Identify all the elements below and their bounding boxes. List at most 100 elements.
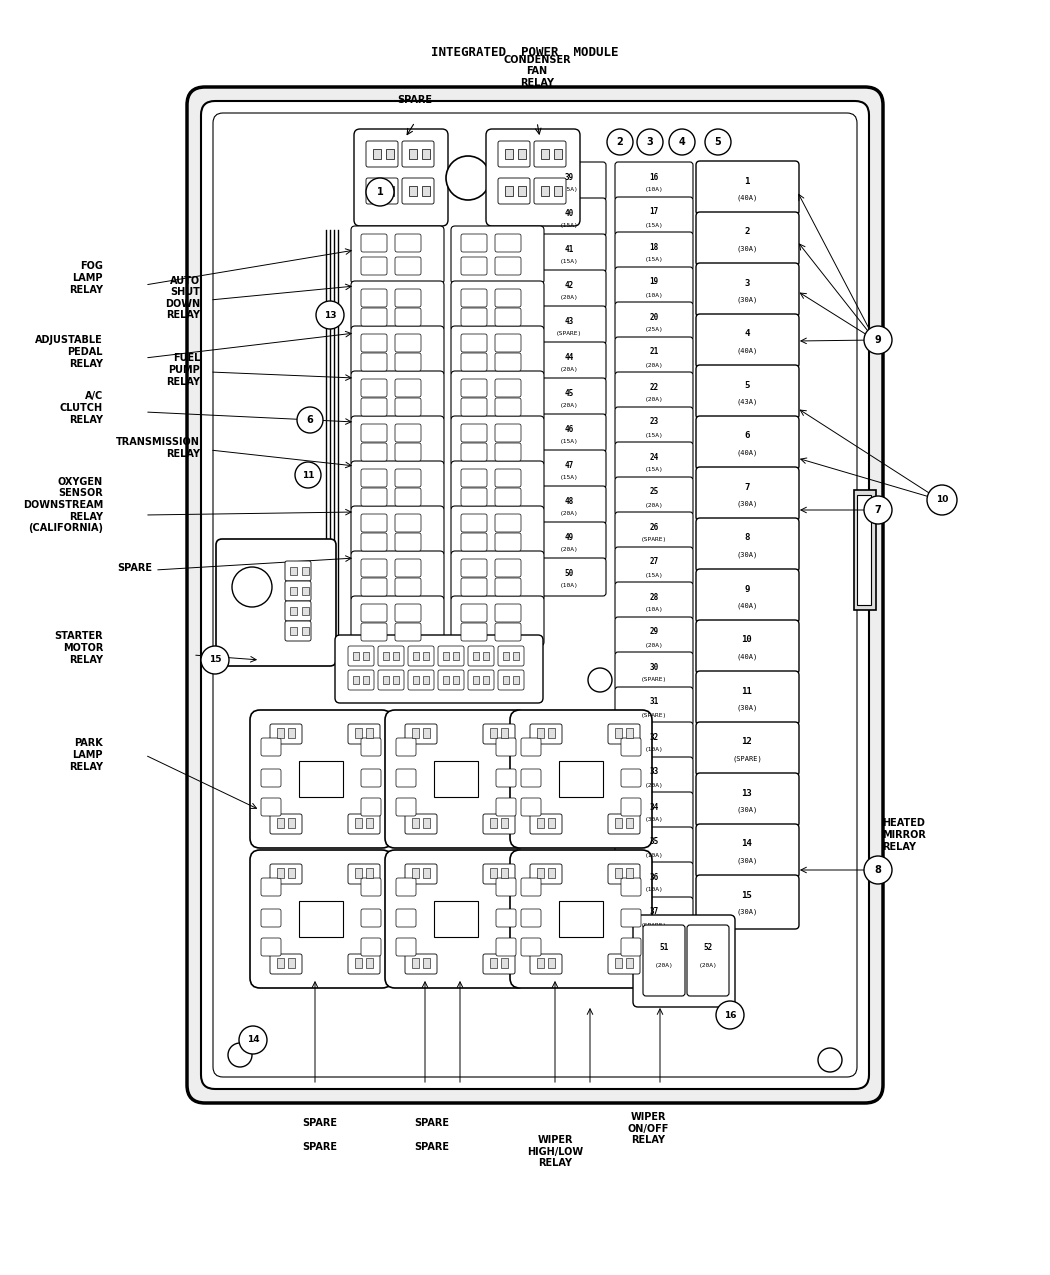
FancyBboxPatch shape	[615, 513, 693, 550]
FancyBboxPatch shape	[468, 646, 494, 666]
Text: (20A): (20A)	[645, 643, 664, 648]
Circle shape	[232, 567, 272, 607]
Text: (15A): (15A)	[645, 572, 664, 578]
FancyBboxPatch shape	[495, 309, 521, 326]
FancyBboxPatch shape	[615, 581, 693, 620]
Bar	[412, 868, 419, 878]
Bar	[472, 676, 479, 683]
FancyBboxPatch shape	[335, 635, 543, 703]
Text: HEATED
MIRROR
RELAY: HEATED MIRROR RELAY	[882, 819, 926, 852]
FancyBboxPatch shape	[405, 724, 437, 745]
Bar	[483, 652, 489, 660]
Text: 1: 1	[744, 176, 750, 185]
FancyBboxPatch shape	[213, 113, 857, 1077]
FancyBboxPatch shape	[378, 669, 404, 690]
FancyBboxPatch shape	[532, 342, 606, 380]
FancyBboxPatch shape	[696, 467, 799, 521]
Text: 22: 22	[649, 382, 658, 391]
FancyBboxPatch shape	[396, 798, 416, 816]
Text: 29: 29	[649, 627, 658, 636]
FancyBboxPatch shape	[483, 813, 514, 834]
FancyBboxPatch shape	[452, 416, 544, 465]
FancyBboxPatch shape	[615, 477, 693, 515]
FancyBboxPatch shape	[348, 954, 380, 974]
Circle shape	[588, 668, 612, 692]
FancyBboxPatch shape	[615, 442, 693, 479]
Text: (10A): (10A)	[645, 747, 664, 752]
Text: (40A): (40A)	[736, 348, 758, 354]
FancyBboxPatch shape	[615, 547, 693, 585]
Bar	[501, 868, 508, 878]
FancyBboxPatch shape	[621, 769, 640, 787]
Bar	[548, 819, 555, 827]
Text: 4: 4	[744, 329, 750, 338]
FancyBboxPatch shape	[615, 898, 693, 935]
Bar	[490, 958, 497, 968]
Text: FOG
LAMP
RELAY: FOG LAMP RELAY	[69, 261, 103, 295]
Text: 5: 5	[744, 380, 750, 389]
FancyBboxPatch shape	[395, 514, 421, 532]
FancyBboxPatch shape	[361, 558, 387, 578]
Text: (SPARE): (SPARE)	[732, 756, 762, 762]
Text: 9: 9	[744, 584, 750, 593]
Bar	[366, 868, 373, 878]
Text: (43A): (43A)	[736, 399, 758, 405]
Text: 8: 8	[744, 533, 750, 542]
FancyBboxPatch shape	[348, 669, 374, 690]
Text: SPARE: SPARE	[415, 1142, 449, 1153]
Bar	[501, 819, 508, 827]
Bar	[410, 186, 417, 196]
Text: 35: 35	[649, 838, 658, 847]
FancyBboxPatch shape	[687, 924, 729, 996]
Circle shape	[637, 129, 663, 156]
Bar	[513, 676, 519, 683]
FancyBboxPatch shape	[395, 604, 421, 622]
FancyBboxPatch shape	[483, 954, 514, 974]
Bar	[434, 761, 478, 797]
Text: (25A): (25A)	[560, 187, 579, 193]
Text: SPARE: SPARE	[117, 564, 152, 572]
FancyBboxPatch shape	[621, 738, 640, 756]
Text: (15A): (15A)	[645, 958, 664, 963]
Text: SPARE: SPARE	[398, 96, 433, 105]
Text: 2: 2	[744, 227, 750, 236]
Text: 7: 7	[744, 482, 750, 491]
Text: (SPARE): (SPARE)	[640, 713, 667, 718]
Bar	[288, 819, 295, 827]
FancyBboxPatch shape	[696, 824, 799, 878]
FancyBboxPatch shape	[395, 488, 421, 506]
Bar	[412, 819, 419, 827]
FancyBboxPatch shape	[532, 162, 606, 200]
FancyBboxPatch shape	[395, 623, 421, 641]
Text: 16: 16	[649, 172, 658, 181]
FancyBboxPatch shape	[461, 289, 487, 307]
FancyBboxPatch shape	[615, 932, 693, 970]
FancyBboxPatch shape	[615, 337, 693, 375]
Bar	[423, 868, 430, 878]
FancyBboxPatch shape	[250, 710, 392, 848]
FancyBboxPatch shape	[395, 235, 421, 252]
FancyBboxPatch shape	[348, 813, 380, 834]
Text: SPARE: SPARE	[302, 1142, 337, 1153]
FancyBboxPatch shape	[521, 769, 541, 787]
Text: 2: 2	[616, 136, 624, 147]
Text: 8: 8	[875, 864, 881, 875]
Bar	[541, 186, 549, 196]
Bar	[299, 761, 343, 797]
FancyBboxPatch shape	[483, 864, 514, 884]
Text: 6: 6	[307, 414, 313, 425]
Text: (20A): (20A)	[645, 783, 664, 788]
FancyBboxPatch shape	[496, 878, 516, 896]
Bar	[559, 761, 603, 797]
FancyBboxPatch shape	[361, 578, 387, 595]
FancyBboxPatch shape	[285, 601, 311, 621]
FancyBboxPatch shape	[696, 518, 799, 572]
FancyBboxPatch shape	[615, 722, 693, 760]
FancyBboxPatch shape	[351, 595, 444, 646]
FancyBboxPatch shape	[361, 398, 387, 416]
Text: (10A): (10A)	[645, 607, 664, 612]
FancyBboxPatch shape	[495, 379, 521, 397]
FancyBboxPatch shape	[351, 226, 444, 284]
FancyBboxPatch shape	[495, 235, 521, 252]
FancyBboxPatch shape	[361, 425, 387, 442]
